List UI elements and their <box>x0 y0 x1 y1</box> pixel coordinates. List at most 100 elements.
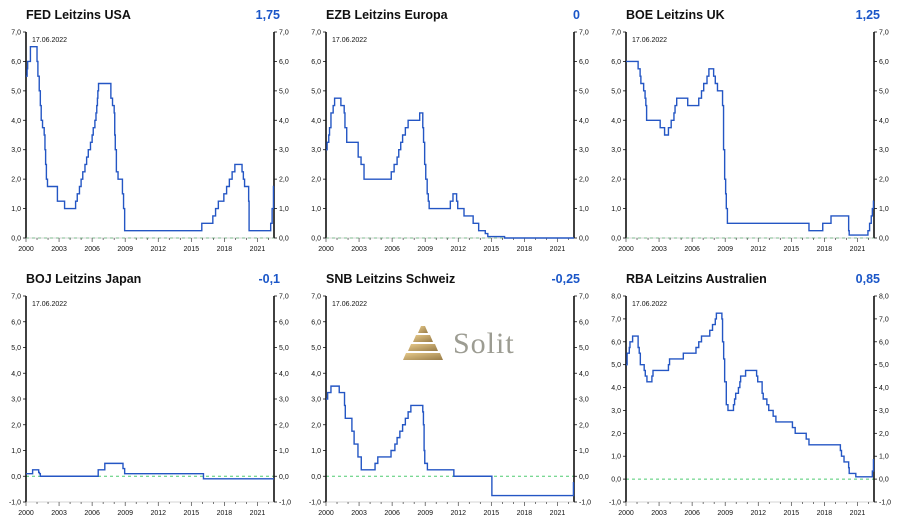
svg-text:17.06.2022: 17.06.2022 <box>632 301 667 308</box>
chart-current-value-rba: 0,85 <box>855 272 880 286</box>
svg-text:5,0: 5,0 <box>611 362 621 369</box>
svg-text:1,0: 1,0 <box>879 454 889 461</box>
svg-text:4,0: 4,0 <box>879 118 889 125</box>
svg-text:1,0: 1,0 <box>579 206 589 213</box>
svg-text:1,0: 1,0 <box>579 448 589 455</box>
svg-text:2,0: 2,0 <box>879 177 889 184</box>
svg-text:-1,0: -1,0 <box>879 500 891 507</box>
svg-text:7,0: 7,0 <box>611 30 621 37</box>
svg-text:2003: 2003 <box>51 246 67 253</box>
chart-current-value-snb: -0,25 <box>551 272 581 286</box>
svg-text:6,0: 6,0 <box>311 319 321 326</box>
svg-text:2003: 2003 <box>351 246 367 253</box>
svg-text:6,0: 6,0 <box>279 59 289 66</box>
svg-text:3,0: 3,0 <box>611 147 621 154</box>
svg-text:4,0: 4,0 <box>11 118 21 125</box>
svg-text:2009: 2009 <box>117 246 133 253</box>
svg-text:6,0: 6,0 <box>311 59 321 66</box>
svg-text:2015: 2015 <box>484 510 500 517</box>
chart-plot-fed: 0,0 0,0 1,0 1,0 2,0 2,0 3,0 3,0 4,0 4,0 5,0 5,0 6,0 6… <box>11 30 289 254</box>
svg-text:5,0: 5,0 <box>579 88 589 95</box>
svg-text:2015: 2015 <box>484 246 500 253</box>
svg-text:8,0: 8,0 <box>611 294 621 301</box>
svg-text:4,0: 4,0 <box>879 385 889 392</box>
svg-text:1,0: 1,0 <box>11 448 21 455</box>
svg-text:3,0: 3,0 <box>11 397 21 404</box>
svg-text:2018: 2018 <box>217 510 233 517</box>
svg-text:1,0: 1,0 <box>611 454 621 461</box>
svg-text:2012: 2012 <box>750 246 766 253</box>
svg-text:2009: 2009 <box>717 246 733 253</box>
svg-text:0,0: 0,0 <box>579 474 589 481</box>
svg-text:2018: 2018 <box>217 246 233 253</box>
svg-text:2000: 2000 <box>618 510 634 517</box>
svg-text:2000: 2000 <box>318 246 334 253</box>
chart-current-value-ezb: 0 <box>573 8 580 22</box>
svg-text:2012: 2012 <box>450 246 466 253</box>
svg-text:-1,0: -1,0 <box>579 500 591 507</box>
svg-text:1,0: 1,0 <box>11 206 21 213</box>
svg-text:2021: 2021 <box>550 510 566 517</box>
svg-text:-1,0: -1,0 <box>279 500 291 507</box>
chart-title-snb: SNB Leitzins Schweiz <box>326 272 456 286</box>
svg-text:7,0: 7,0 <box>311 30 321 37</box>
chart-title-ezb: EZB Leitzins Europa <box>326 8 448 22</box>
svg-text:0,0: 0,0 <box>579 236 589 243</box>
svg-text:3,0: 3,0 <box>279 397 289 404</box>
svg-text:4,0: 4,0 <box>579 118 589 125</box>
svg-text:-1,0: -1,0 <box>9 500 21 507</box>
svg-text:2021: 2021 <box>250 510 266 517</box>
svg-text:3,0: 3,0 <box>11 147 21 154</box>
svg-text:5,0: 5,0 <box>279 88 289 95</box>
svg-text:1,0: 1,0 <box>879 206 889 213</box>
svg-text:4,0: 4,0 <box>279 371 289 378</box>
svg-text:0,0: 0,0 <box>311 474 321 481</box>
svg-text:4,0: 4,0 <box>579 371 589 378</box>
chart-header: BOE Leitzins UK 1,25 <box>600 0 900 22</box>
svg-text:4,0: 4,0 <box>311 118 321 125</box>
svg-text:2015: 2015 <box>784 246 800 253</box>
svg-text:7,0: 7,0 <box>879 316 889 323</box>
svg-text:4,0: 4,0 <box>611 385 621 392</box>
chart-header: SNB Leitzins Schweiz -0,25 <box>300 264 600 286</box>
chart-header: FED Leitzins USA 1,75 <box>0 0 300 22</box>
svg-text:6,0: 6,0 <box>611 339 621 346</box>
svg-text:2000: 2000 <box>18 510 34 517</box>
svg-text:2012: 2012 <box>450 510 466 517</box>
svg-text:2018: 2018 <box>817 510 833 517</box>
svg-text:2,0: 2,0 <box>311 177 321 184</box>
svg-text:0,0: 0,0 <box>311 236 321 243</box>
svg-text:5,0: 5,0 <box>879 88 889 95</box>
chart-plot-rba: -1,0 -1,0 0,0 0,0 1,0 1,0 2,0 2,0 3,0 3,0 4,0 4,0 5,… <box>609 294 891 518</box>
svg-text:6,0: 6,0 <box>11 319 21 326</box>
svg-text:2000: 2000 <box>618 246 634 253</box>
chart-panel-rba-australien: RBA Leitzins Australien 0,85 -1,0 -1,0 0,0… <box>600 264 900 528</box>
svg-text:3,0: 3,0 <box>579 147 589 154</box>
chart-title-boe: BOE Leitzins UK <box>626 8 725 22</box>
svg-text:2012: 2012 <box>750 510 766 517</box>
svg-text:3,0: 3,0 <box>879 408 889 415</box>
svg-text:6,0: 6,0 <box>11 59 21 66</box>
svg-text:2018: 2018 <box>517 246 533 253</box>
chart-panel-boe-uk: BOE Leitzins UK 1,25 0,0 0,0 1,0 1,0 2,0 2,0 3… <box>600 0 900 264</box>
chart-header: EZB Leitzins Europa 0 <box>300 0 600 22</box>
chart-title-fed: FED Leitzins USA <box>26 8 131 22</box>
svg-text:2,0: 2,0 <box>611 177 621 184</box>
svg-text:2,0: 2,0 <box>311 422 321 429</box>
svg-text:2009: 2009 <box>117 510 133 517</box>
svg-text:5,0: 5,0 <box>311 88 321 95</box>
chart-current-value-fed: 1,75 <box>255 8 280 22</box>
svg-text:0,0: 0,0 <box>879 236 889 243</box>
svg-text:2003: 2003 <box>51 510 67 517</box>
svg-text:7,0: 7,0 <box>11 294 21 301</box>
svg-text:0,0: 0,0 <box>11 474 21 481</box>
svg-text:6,0: 6,0 <box>611 59 621 66</box>
chart-header: BOJ Leitzins Japan -0,1 <box>0 264 300 286</box>
svg-text:2006: 2006 <box>84 510 100 517</box>
svg-text:7,0: 7,0 <box>279 30 289 37</box>
svg-text:2,0: 2,0 <box>611 431 621 438</box>
svg-text:2009: 2009 <box>717 510 733 517</box>
svg-text:17.06.2022: 17.06.2022 <box>632 37 667 44</box>
svg-text:6,0: 6,0 <box>579 59 589 66</box>
